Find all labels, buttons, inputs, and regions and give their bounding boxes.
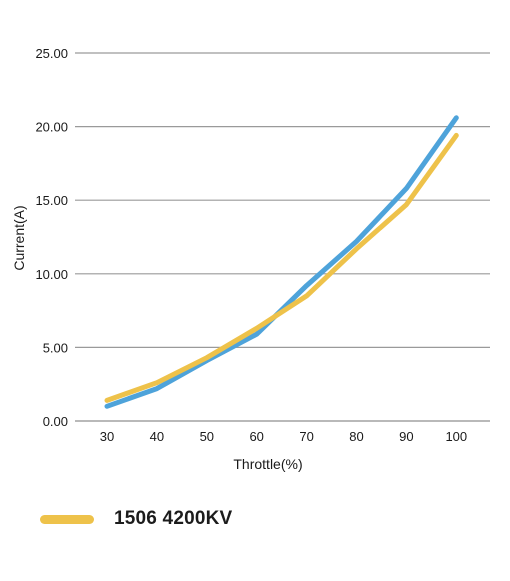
series-line-2 <box>107 135 456 400</box>
y-axis-ticks: 0.00 5.00 10.00 15.00 20.00 25.00 <box>35 46 68 429</box>
y-tick-label: 10.00 <box>35 267 68 282</box>
x-tick-label: 50 <box>200 429 214 444</box>
x-tick-label: 60 <box>249 429 263 444</box>
x-tick-label: 70 <box>299 429 313 444</box>
x-tick-label: 80 <box>349 429 363 444</box>
x-tick-label: 90 <box>399 429 413 444</box>
y-tick-label: 20.00 <box>35 120 68 135</box>
y-tick-label: 5.00 <box>43 340 68 355</box>
x-axis-label: Throttle(%) <box>233 456 302 472</box>
x-axis-ticks: 30 40 50 60 70 80 90 100 <box>100 429 467 444</box>
legend-swatch <box>40 515 94 524</box>
legend: 1506 4200KV <box>40 503 232 535</box>
series-line-1 <box>107 118 456 407</box>
legend-label: 1506 4200KV <box>114 508 232 530</box>
y-axis-label: Current(A) <box>11 205 27 270</box>
y-tick-label: 0.00 <box>43 414 68 429</box>
x-tick-label: 100 <box>445 429 467 444</box>
y-tick-label: 25.00 <box>35 46 68 61</box>
series-lines <box>107 118 456 407</box>
x-tick-label: 40 <box>150 429 164 444</box>
x-tick-label: 30 <box>100 429 114 444</box>
y-tick-label: 15.00 <box>35 193 68 208</box>
grid <box>75 53 490 421</box>
